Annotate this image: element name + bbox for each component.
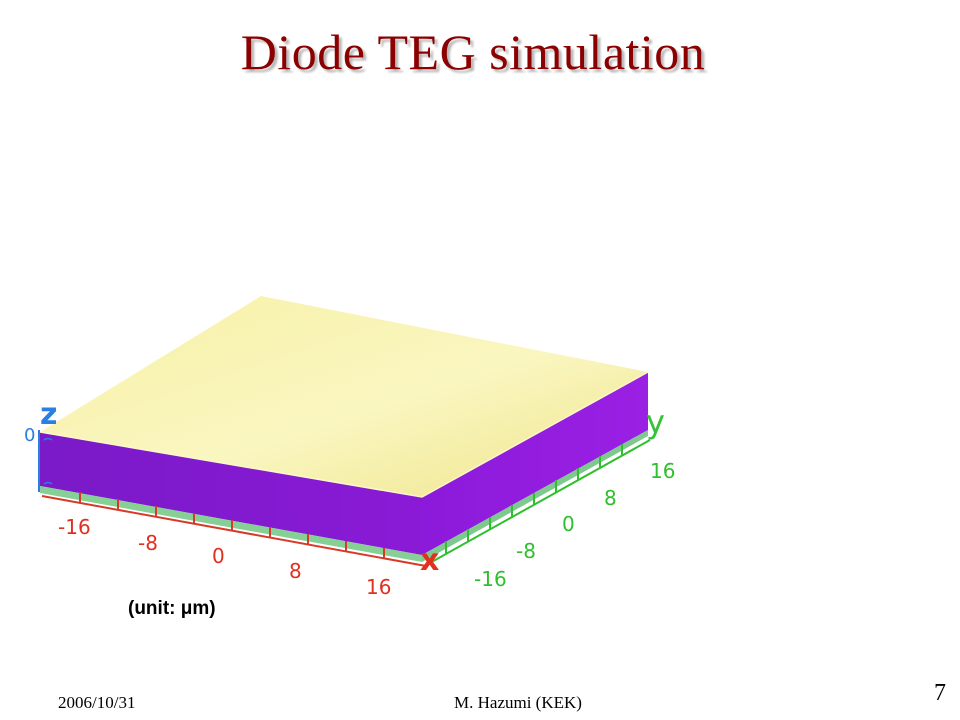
z-tick-label: 0: [24, 425, 35, 446]
z-axis-ticks: [43, 437, 53, 485]
footer-date: 2006/10/31: [58, 693, 136, 712]
block-top-edge: [39, 371, 649, 498]
y-tick-labels: -16 -8 0 8 16: [474, 459, 675, 591]
x-tick-labels: -16 -8 0 8 16: [58, 515, 391, 599]
block-top-face: [40, 296, 648, 497]
x-tick-label: 16: [366, 575, 391, 599]
y-tick-label: 8: [604, 486, 617, 510]
block-front-face: [40, 432, 422, 555]
unit-label: (unit: μm): [128, 598, 216, 619]
x-axis-ticks: [79, 492, 385, 559]
z-axis-label: z: [40, 397, 57, 432]
y-tick-label: -8: [516, 539, 536, 563]
footer-author: M. Hazumi (KEK): [454, 693, 582, 712]
x-axis-label: x: [420, 543, 439, 578]
x-tick-label: 0: [212, 544, 225, 568]
y-tick-label: 0: [562, 512, 575, 536]
slide-title: Diode TEG simulation: [240, 24, 706, 80]
x-axis-line: [41, 495, 427, 567]
page-number: 7: [934, 680, 946, 706]
y-axis-label: y: [646, 403, 665, 441]
block-right-face: [422, 372, 648, 555]
y-tick-label: 16: [650, 459, 675, 483]
x-tick-label: -8: [138, 531, 158, 555]
y-axis-ticks: [445, 444, 623, 553]
y-tick-label: -16: [474, 567, 507, 591]
y-axis-line: [427, 439, 651, 565]
x-tick-label: -16: [58, 515, 91, 539]
x-tick-label: 8: [289, 559, 302, 583]
